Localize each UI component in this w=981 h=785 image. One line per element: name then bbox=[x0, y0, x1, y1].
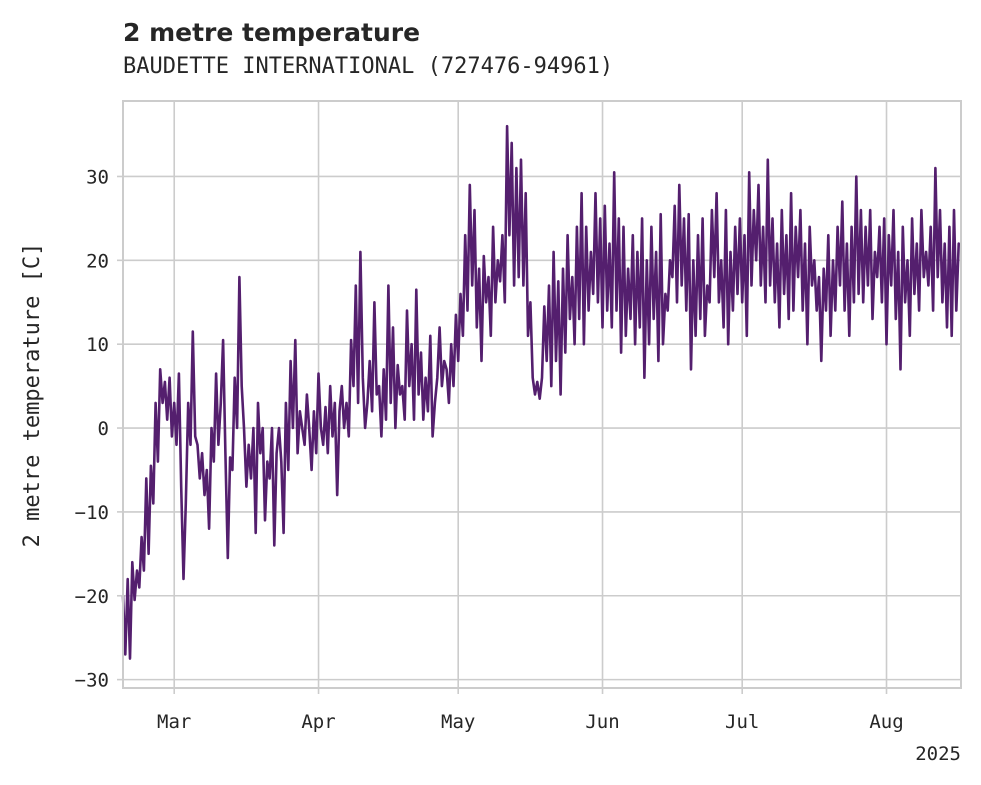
x-tick-label: Aug bbox=[869, 711, 903, 733]
temperature-series-line bbox=[121, 124, 960, 660]
y-tick-label: −20 bbox=[75, 586, 109, 608]
y-tick-label: 30 bbox=[86, 166, 109, 188]
series-group bbox=[121, 124, 960, 660]
x-axis-ticks: Mar Apr May Jun Jul Aug bbox=[157, 688, 904, 733]
y-axis-label: 2 metre temperature [C] bbox=[20, 243, 45, 548]
x-tick-label: Jun bbox=[585, 711, 619, 733]
x-offset-label: 2025 bbox=[915, 743, 961, 765]
x-tick-label: May bbox=[441, 711, 475, 733]
x-tick-label: Apr bbox=[301, 711, 335, 733]
plot-frame bbox=[122, 100, 962, 689]
chart-title: 2 metre temperature bbox=[123, 18, 420, 47]
y-tick-label: −10 bbox=[75, 502, 109, 524]
x-tick-label: Mar bbox=[157, 711, 191, 733]
y-tick-label: 20 bbox=[86, 250, 109, 272]
y-axis-ticks: −30 −20 −10 0 10 20 30 bbox=[75, 166, 123, 692]
y-tick-label: −30 bbox=[75, 670, 109, 692]
chart-subtitle: BAUDETTE INTERNATIONAL (727476-94961) bbox=[123, 54, 613, 79]
gridlines bbox=[123, 101, 961, 688]
y-tick-label: 0 bbox=[98, 418, 109, 440]
x-tick-label: Jul bbox=[725, 711, 759, 733]
y-tick-label: 10 bbox=[86, 334, 109, 356]
